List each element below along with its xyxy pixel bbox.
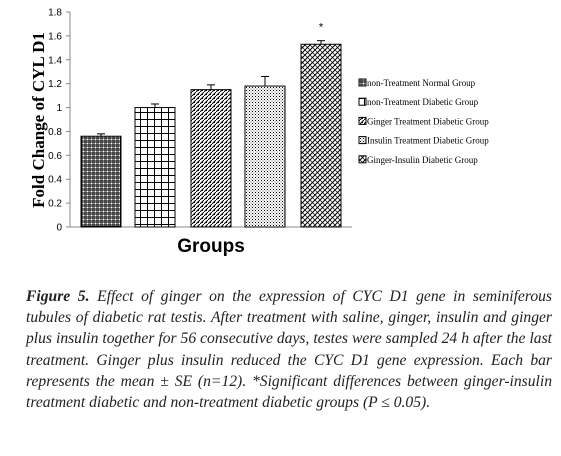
y-tick-label: 1.6 (48, 31, 62, 42)
bar (134, 107, 176, 228)
legend-swatch (358, 116, 367, 125)
x-axis-title: Groups (177, 236, 245, 257)
caption-text: Effect of ginger on the expression of CY… (26, 288, 552, 412)
y-tick-label: 1.2 (48, 79, 62, 90)
y-axis-ticks: 0 0.2 0.4 0.6 0.8 1 1.2 1.4 1.6 1.8 (48, 8, 70, 234)
y-tick-label: 0.6 (48, 151, 62, 162)
legend-label: Insulin Treatment Diabetic Group (367, 136, 489, 146)
y-tick-label: 1.4 (48, 55, 62, 66)
y-tick-label: 0 (56, 223, 62, 234)
bar (300, 43, 342, 228)
significance-marker: * (319, 22, 324, 34)
legend: non-Treatment Normal Group non-Treatment … (358, 78, 489, 165)
y-axis-title: Fold Change of CYL D1 (29, 32, 48, 208)
legend-swatch (358, 78, 367, 87)
legend-swatch (358, 136, 367, 145)
legend-label: Ginger-Insulin Diabetic Group (367, 155, 478, 165)
y-tick-label: 0.2 (48, 199, 62, 210)
y-tick-label: 0.8 (48, 127, 62, 138)
y-tick-label: 1 (56, 103, 62, 114)
legend-swatch (358, 97, 367, 106)
bars: * (80, 22, 342, 228)
legend-swatch (358, 155, 367, 164)
bar (80, 135, 122, 228)
legend-label: non-Treatment Normal Group (367, 78, 476, 88)
figure-label: Figure 5. (26, 288, 90, 305)
figure-caption: Figure 5. Effect of ginger on the expres… (26, 286, 552, 413)
bar-chart: 0 0.2 0.4 0.6 0.8 1 1.2 1.4 1.6 1.8 * Fold Change… (29, 8, 489, 258)
legend-label: non-Treatment Diabetic Group (367, 97, 479, 107)
y-tick-label: 1.8 (48, 8, 62, 19)
bar (244, 85, 286, 228)
y-tick-label: 0.4 (48, 175, 62, 186)
bar (190, 89, 232, 228)
legend-label: Ginger Treatment Diabetic Group (367, 116, 489, 126)
